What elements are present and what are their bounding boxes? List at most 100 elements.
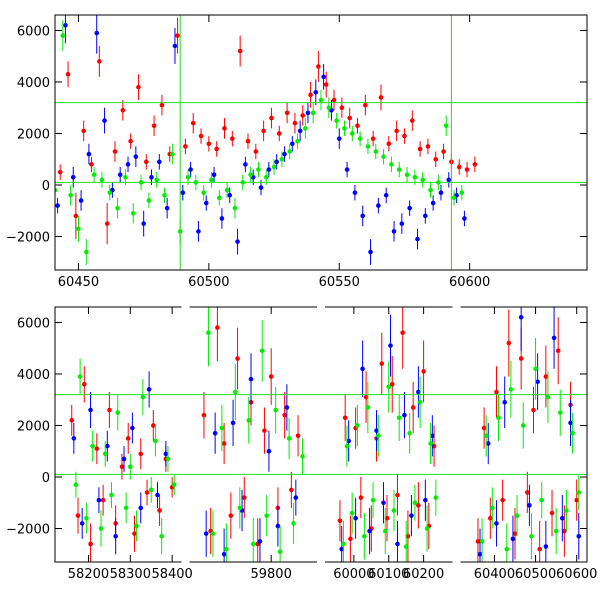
data-point bbox=[60, 33, 66, 38]
data-point bbox=[132, 531, 137, 536]
data-point bbox=[389, 381, 395, 387]
data-point bbox=[428, 187, 433, 193]
data-point bbox=[125, 162, 131, 167]
x-tick-label: 60200 bbox=[403, 567, 444, 582]
data-point bbox=[365, 405, 371, 410]
data-point bbox=[175, 33, 180, 38]
data-point bbox=[88, 407, 93, 413]
data-point bbox=[277, 549, 283, 554]
data-point bbox=[170, 151, 175, 157]
data-point bbox=[219, 216, 225, 221]
data-point bbox=[391, 229, 397, 234]
data-point bbox=[365, 144, 371, 149]
data-point bbox=[446, 177, 452, 183]
data-point bbox=[232, 205, 238, 211]
data-point bbox=[518, 315, 524, 320]
data-point bbox=[146, 198, 152, 203]
data-point bbox=[91, 172, 97, 177]
data-point bbox=[348, 536, 353, 542]
data-point bbox=[423, 213, 428, 219]
data-point bbox=[219, 425, 225, 431]
x-tick-label: 60550 bbox=[319, 275, 360, 290]
data-point bbox=[128, 464, 133, 469]
data-point bbox=[71, 436, 77, 441]
data-point bbox=[568, 420, 573, 426]
data-point bbox=[266, 167, 272, 172]
data-point bbox=[102, 451, 108, 457]
x-tick-label: 60500 bbox=[188, 275, 229, 290]
data-point bbox=[403, 544, 409, 549]
data-point bbox=[151, 423, 156, 428]
data-point bbox=[209, 177, 214, 183]
data-point bbox=[233, 389, 238, 395]
data-point bbox=[576, 533, 582, 539]
data-point bbox=[386, 141, 392, 147]
data-point bbox=[417, 146, 423, 152]
data-point bbox=[98, 526, 104, 531]
data-point bbox=[430, 433, 435, 439]
data-point bbox=[293, 495, 299, 500]
data-point bbox=[347, 115, 352, 121]
data-point bbox=[412, 500, 418, 506]
data-point bbox=[331, 97, 337, 103]
data-point bbox=[55, 187, 58, 193]
data-point bbox=[336, 136, 342, 141]
data-point bbox=[395, 541, 400, 547]
data-point bbox=[65, 71, 71, 77]
data-point bbox=[407, 205, 412, 211]
data-point bbox=[172, 43, 178, 49]
data-point bbox=[560, 515, 565, 521]
data-point bbox=[109, 492, 114, 498]
data-point bbox=[216, 195, 222, 201]
data-point bbox=[164, 205, 170, 211]
data-point bbox=[112, 149, 118, 154]
data-point bbox=[123, 505, 129, 511]
data-point bbox=[459, 190, 465, 196]
data-point bbox=[475, 539, 481, 544]
data-point bbox=[250, 541, 256, 547]
data-point bbox=[183, 144, 188, 149]
data-point bbox=[438, 190, 444, 196]
data-point bbox=[264, 513, 269, 518]
axis-break-top bbox=[181, 306, 190, 309]
data-point bbox=[549, 510, 555, 516]
data-point bbox=[421, 369, 426, 374]
data-point bbox=[373, 149, 379, 154]
data-point bbox=[381, 500, 386, 506]
data-point bbox=[323, 82, 329, 87]
data-point bbox=[68, 193, 73, 198]
data-point bbox=[342, 415, 348, 421]
data-point bbox=[262, 428, 267, 433]
data-point bbox=[77, 374, 83, 379]
data-point bbox=[203, 531, 209, 536]
data-point bbox=[321, 74, 326, 80]
data-point bbox=[383, 193, 389, 198]
data-point bbox=[289, 487, 294, 493]
data-point bbox=[274, 159, 279, 165]
data-point bbox=[339, 105, 345, 111]
data-point bbox=[224, 546, 229, 552]
data-point bbox=[355, 123, 360, 129]
data-point bbox=[276, 131, 282, 136]
data-point bbox=[394, 128, 399, 134]
x-tick-label: 60500 bbox=[515, 567, 556, 582]
data-point bbox=[518, 356, 524, 361]
data-point bbox=[367, 528, 372, 534]
data-point bbox=[363, 102, 368, 108]
data-point bbox=[115, 205, 120, 211]
data-point bbox=[399, 221, 405, 226]
data-point bbox=[555, 348, 561, 354]
data-point bbox=[148, 487, 154, 493]
data-point bbox=[107, 407, 112, 413]
data-point bbox=[407, 430, 412, 436]
data-point bbox=[363, 394, 369, 400]
data-point bbox=[396, 415, 402, 421]
data-point bbox=[159, 533, 164, 539]
data-point bbox=[146, 387, 152, 392]
data-point bbox=[339, 546, 344, 552]
data-point bbox=[286, 436, 292, 441]
data-point bbox=[295, 433, 301, 439]
data-point bbox=[261, 128, 266, 134]
data-point bbox=[230, 136, 235, 141]
